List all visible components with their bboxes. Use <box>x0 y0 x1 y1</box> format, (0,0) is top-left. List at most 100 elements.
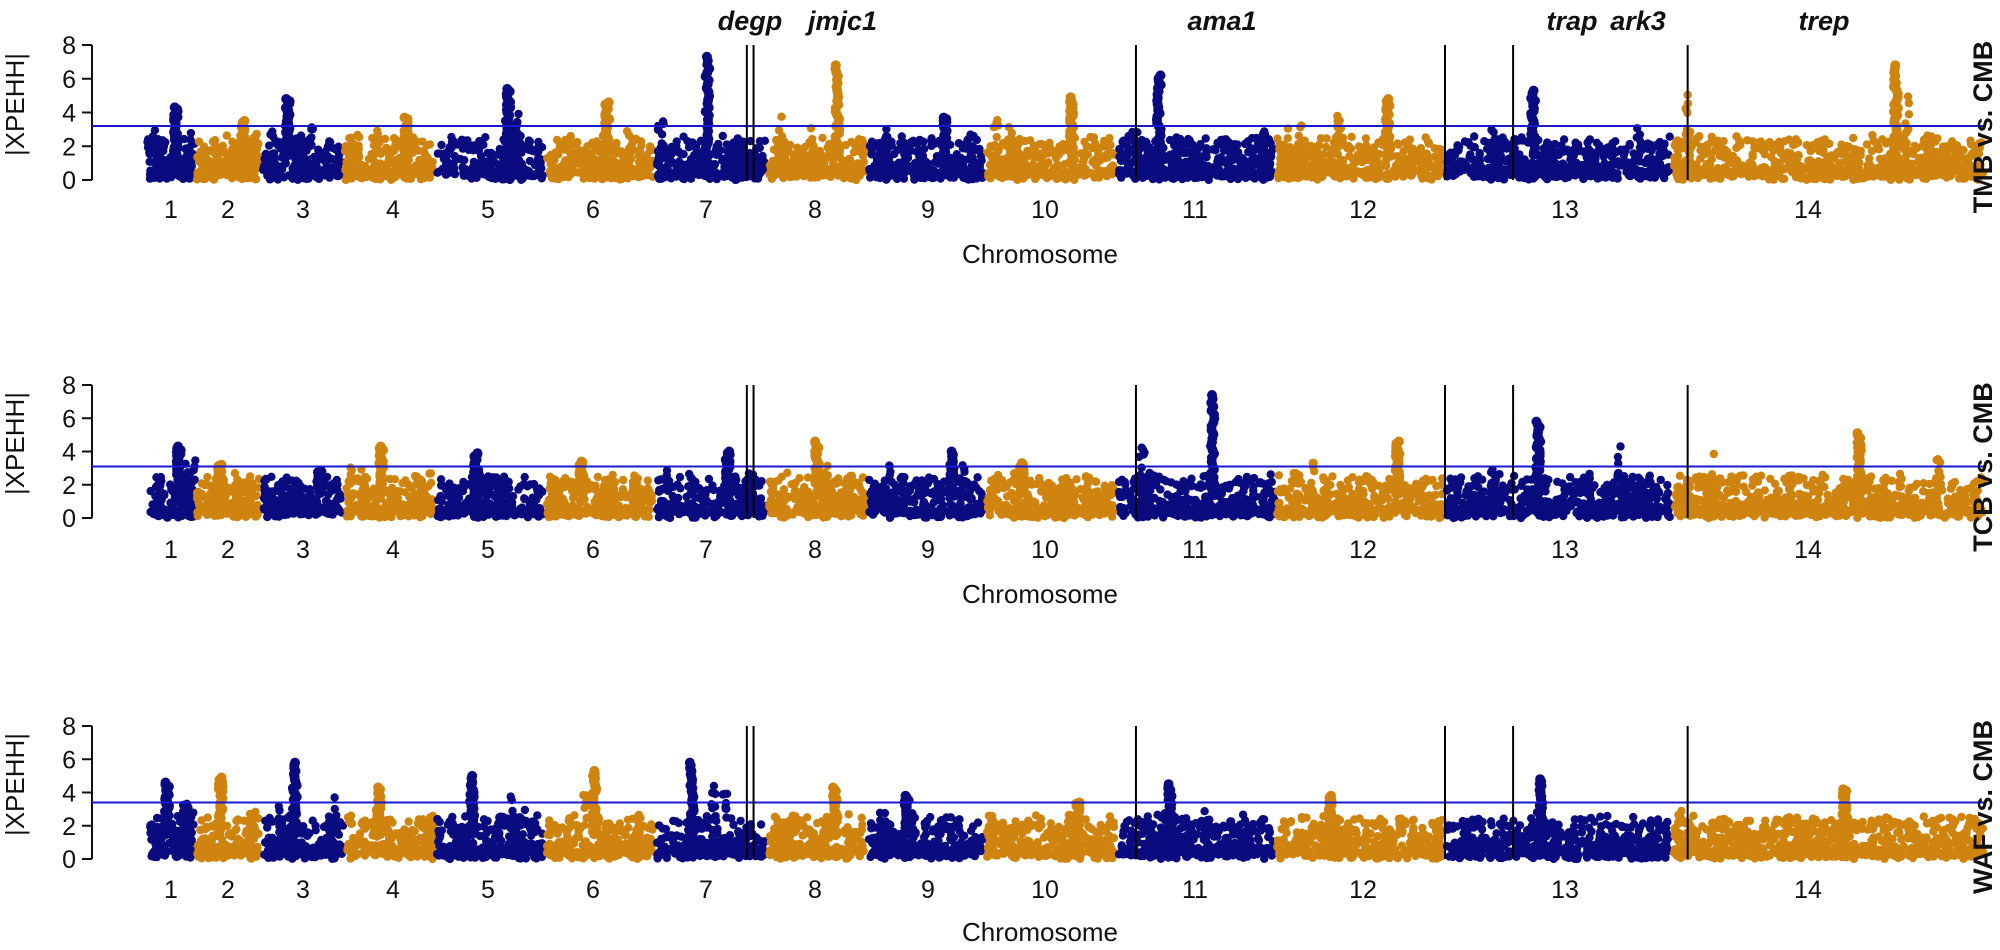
data-point <box>1480 137 1489 146</box>
data-point <box>1758 172 1767 181</box>
data-point <box>1285 170 1294 179</box>
data-point <box>1570 171 1580 180</box>
data-point <box>514 109 523 119</box>
data-point <box>1142 138 1151 147</box>
data-point <box>209 175 219 184</box>
data-point <box>420 173 429 183</box>
data-point <box>993 115 1002 125</box>
peak-point <box>1383 94 1394 104</box>
data-point <box>548 174 557 183</box>
data-point <box>1569 151 1579 160</box>
data-point <box>797 145 806 154</box>
data-point <box>186 128 196 138</box>
data-point <box>1498 144 1508 153</box>
data-point <box>806 160 815 169</box>
data-point <box>248 139 257 148</box>
data-point <box>394 159 403 169</box>
data-point <box>1114 169 1124 178</box>
data-point <box>1353 150 1363 159</box>
data-point <box>1832 149 1842 158</box>
data-point <box>1214 164 1223 173</box>
data-point <box>1863 161 1872 170</box>
data-point <box>897 132 906 141</box>
data-point <box>990 141 999 150</box>
points-group <box>143 51 1988 185</box>
data-point <box>212 158 222 168</box>
data-point <box>1265 158 1275 168</box>
data-point <box>1873 142 1883 151</box>
data-point <box>1820 158 1829 167</box>
data-point <box>179 134 189 144</box>
data-point <box>1347 132 1356 141</box>
data-point <box>1052 166 1061 175</box>
data-point <box>927 134 936 143</box>
data-point <box>360 161 370 171</box>
data-point <box>1435 156 1444 165</box>
data-point <box>687 170 696 180</box>
data-point <box>260 154 270 163</box>
x-tick-label: 2 <box>221 196 235 224</box>
data-point <box>305 142 315 151</box>
data-point <box>464 171 474 181</box>
data-point <box>1637 170 1646 179</box>
data-point <box>1496 151 1506 160</box>
data-point <box>525 156 535 166</box>
data-point <box>486 148 496 158</box>
data-point <box>537 143 547 152</box>
data-point <box>1344 141 1353 151</box>
data-point <box>271 138 280 148</box>
peak-point <box>1528 85 1539 96</box>
data-point <box>883 153 892 163</box>
data-point <box>199 145 209 154</box>
data-point <box>571 138 580 147</box>
data-point <box>318 167 327 176</box>
data-point <box>416 156 426 166</box>
data-point <box>1659 141 1668 150</box>
data-point <box>1922 168 1931 178</box>
data-point <box>464 145 473 155</box>
data-point <box>582 170 591 179</box>
data-point <box>1045 171 1055 181</box>
data-point <box>1364 145 1373 155</box>
data-point <box>1520 169 1530 178</box>
data-point <box>769 167 778 177</box>
data-point <box>1186 149 1196 158</box>
data-point <box>1488 144 1497 153</box>
data-point <box>775 150 784 160</box>
data-point <box>1562 163 1572 172</box>
data-point <box>818 133 827 143</box>
data-point <box>1940 152 1950 162</box>
data-point <box>807 152 816 161</box>
y-tick-label: 0 <box>62 505 76 533</box>
data-point <box>642 150 651 159</box>
peak-point <box>1155 70 1166 81</box>
data-point <box>1722 151 1732 161</box>
data-point <box>1469 143 1479 152</box>
peak-point <box>502 83 513 94</box>
data-point <box>314 174 324 184</box>
data-point <box>1433 145 1443 154</box>
data-point <box>1886 173 1895 182</box>
data-point <box>1368 173 1378 182</box>
data-point <box>1333 123 1342 132</box>
data-point <box>1002 172 1012 181</box>
data-point <box>1816 166 1825 175</box>
data-point <box>251 155 260 164</box>
data-point <box>779 143 788 153</box>
data-point <box>1895 162 1905 171</box>
data-point <box>1100 152 1109 161</box>
data-point <box>293 175 302 184</box>
data-point <box>1130 170 1139 179</box>
data-point <box>1663 167 1672 177</box>
data-point <box>373 126 382 136</box>
data-point <box>777 112 786 121</box>
data-point <box>504 174 513 183</box>
data-point <box>1635 157 1644 166</box>
data-point <box>623 164 632 173</box>
data-point <box>1401 156 1411 165</box>
data-point <box>792 172 801 181</box>
data-point <box>1184 134 1193 144</box>
data-point <box>1240 139 1250 149</box>
data-point <box>230 164 239 174</box>
